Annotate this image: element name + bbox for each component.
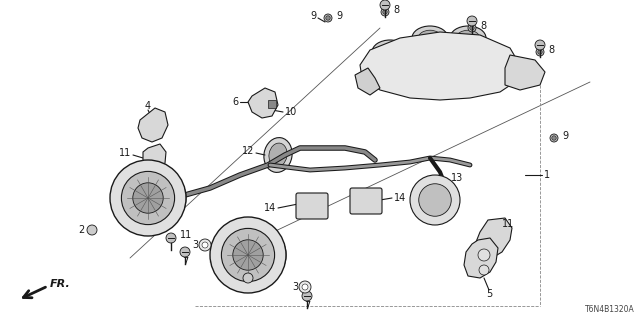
Circle shape — [180, 247, 190, 257]
Circle shape — [470, 26, 474, 30]
Circle shape — [410, 175, 460, 225]
Circle shape — [380, 0, 390, 10]
Circle shape — [383, 10, 387, 14]
Text: 14: 14 — [264, 203, 276, 213]
Ellipse shape — [378, 44, 402, 60]
Text: 10: 10 — [285, 107, 297, 117]
Circle shape — [202, 242, 208, 248]
Circle shape — [302, 291, 312, 301]
Circle shape — [147, 122, 157, 132]
Text: 8: 8 — [480, 21, 486, 31]
Polygon shape — [505, 55, 545, 90]
Polygon shape — [476, 218, 512, 258]
Ellipse shape — [264, 138, 292, 172]
Circle shape — [478, 249, 490, 261]
Circle shape — [122, 172, 175, 225]
Polygon shape — [464, 238, 498, 278]
Text: 11: 11 — [502, 219, 515, 229]
Circle shape — [419, 184, 451, 216]
Circle shape — [326, 16, 330, 20]
FancyBboxPatch shape — [296, 193, 328, 219]
Circle shape — [552, 136, 556, 140]
Circle shape — [550, 134, 558, 142]
Polygon shape — [360, 32, 520, 100]
Text: 3: 3 — [292, 282, 298, 292]
Circle shape — [210, 217, 286, 293]
Text: 8: 8 — [393, 5, 399, 15]
Circle shape — [221, 228, 275, 282]
Circle shape — [302, 284, 308, 290]
Ellipse shape — [412, 26, 448, 50]
Circle shape — [233, 240, 263, 270]
Polygon shape — [138, 108, 168, 142]
Circle shape — [535, 40, 545, 50]
Text: 2: 2 — [234, 273, 240, 283]
Text: 2: 2 — [77, 225, 84, 235]
Circle shape — [133, 183, 163, 213]
Circle shape — [538, 50, 542, 54]
Text: 14: 14 — [394, 193, 406, 203]
Ellipse shape — [450, 26, 486, 50]
Text: 9: 9 — [310, 11, 316, 21]
Text: 9: 9 — [336, 11, 342, 21]
Circle shape — [87, 225, 97, 235]
Circle shape — [166, 233, 176, 243]
Circle shape — [299, 281, 311, 293]
Circle shape — [468, 24, 476, 32]
Text: 12: 12 — [242, 146, 254, 156]
Ellipse shape — [166, 180, 186, 215]
Ellipse shape — [372, 40, 408, 64]
Circle shape — [199, 239, 211, 251]
Text: T6N4B1320A: T6N4B1320A — [585, 305, 635, 314]
Text: FR.: FR. — [50, 279, 71, 289]
Text: 11: 11 — [119, 148, 131, 158]
Text: 8: 8 — [548, 45, 554, 55]
Polygon shape — [248, 88, 278, 118]
FancyBboxPatch shape — [350, 188, 382, 214]
Text: 4: 4 — [145, 101, 151, 111]
Text: 6: 6 — [232, 97, 238, 107]
Polygon shape — [355, 68, 380, 95]
Text: 13: 13 — [451, 173, 463, 183]
Ellipse shape — [419, 30, 442, 46]
Text: 7: 7 — [182, 257, 188, 267]
Circle shape — [381, 8, 389, 16]
Text: 11: 11 — [180, 230, 192, 240]
Polygon shape — [143, 144, 166, 170]
Circle shape — [110, 160, 186, 236]
Text: 5: 5 — [486, 289, 492, 299]
Text: 7: 7 — [304, 301, 310, 311]
Circle shape — [243, 273, 253, 283]
Ellipse shape — [456, 30, 480, 46]
Circle shape — [479, 265, 489, 275]
Text: 9: 9 — [562, 131, 568, 141]
Circle shape — [536, 48, 544, 56]
Text: 3: 3 — [192, 240, 198, 250]
Ellipse shape — [266, 237, 286, 273]
Bar — [268, 100, 276, 108]
Circle shape — [467, 16, 477, 26]
Circle shape — [324, 14, 332, 22]
Text: 1: 1 — [544, 170, 550, 180]
Ellipse shape — [269, 143, 287, 167]
